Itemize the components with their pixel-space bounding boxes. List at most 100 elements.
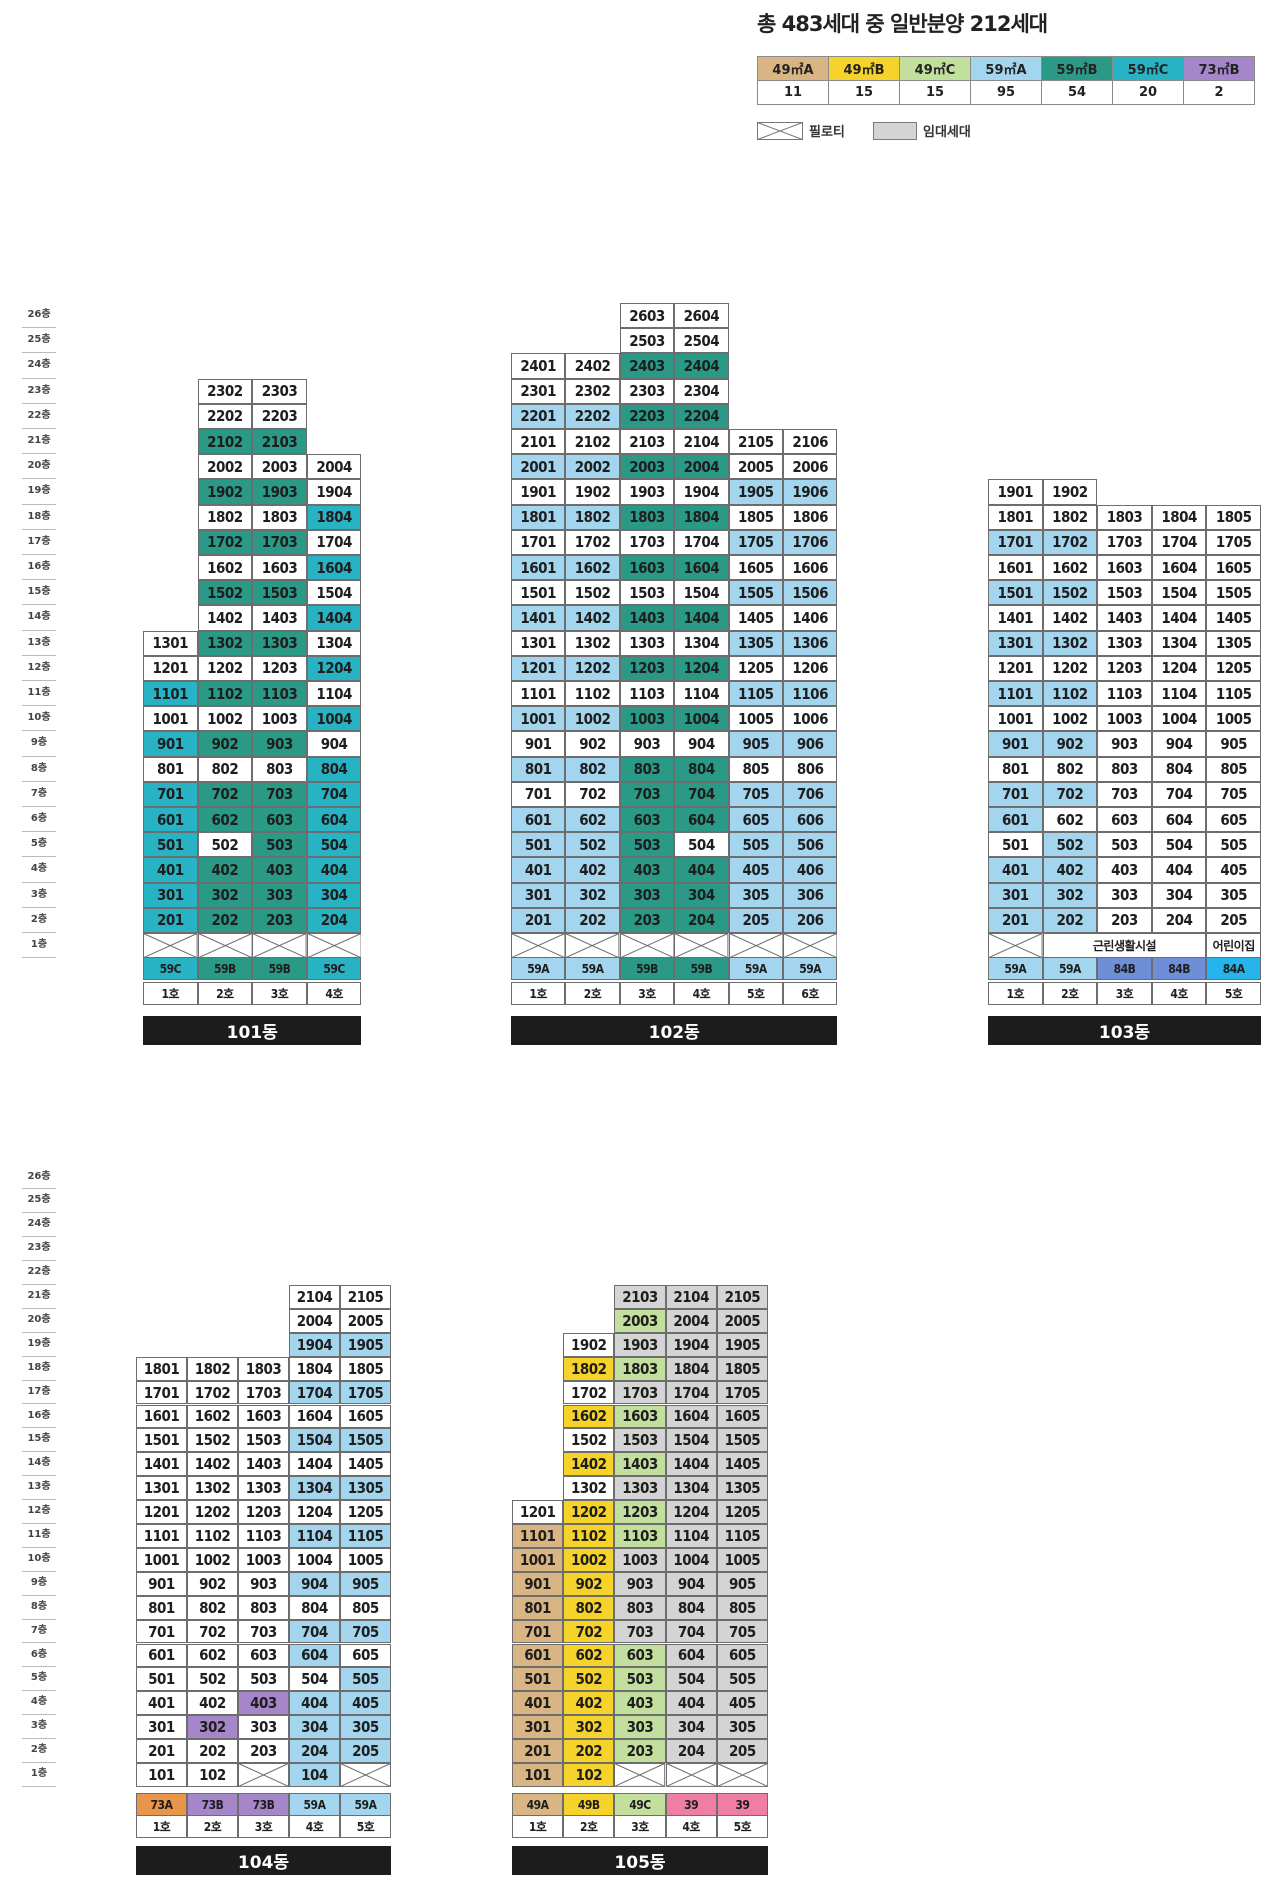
unit-cell: 304 (1151, 882, 1207, 908)
unit-cell: 504 (1151, 832, 1207, 858)
unit-cell: 904 (289, 1571, 340, 1596)
unit-cell: 2105 (716, 1285, 768, 1309)
unit-cell: 1403 (614, 1452, 666, 1477)
unit-cell: 1004 (306, 706, 362, 732)
ho-number: 4호 (1151, 982, 1207, 1005)
unit-cell: 903 (619, 731, 675, 757)
unit-cell: 403 (614, 1691, 666, 1716)
unit-cell: 1903 (614, 1332, 666, 1357)
unit-cell: 2004 (665, 1308, 717, 1333)
unit-cell: 702 (1042, 781, 1098, 807)
unit-cell: 502 (565, 832, 620, 858)
unit-cell: 1004 (674, 706, 729, 732)
floor-label: 1층 (22, 933, 56, 959)
unit-cell: 1603 (619, 555, 675, 581)
unit-cell: 1506 (783, 580, 838, 606)
unit-cell: 604 (1151, 807, 1207, 833)
unit-cell: 502 (197, 832, 253, 858)
unit-cell: 1804 (674, 504, 729, 530)
unit-cell: 501 (511, 832, 566, 858)
pilotis-icon (674, 933, 729, 959)
unit-cell: 2105 (340, 1285, 391, 1309)
unit-cell: 1503 (619, 580, 675, 606)
unit-cell: 2003 (614, 1308, 666, 1333)
unit-cell: 1401 (988, 605, 1043, 631)
legend-count-59c: 20 (1112, 80, 1184, 105)
unit-cell: 1103 (1097, 681, 1152, 707)
unit-cell: 903 (1097, 731, 1152, 757)
unit-cell: 1102 (187, 1524, 238, 1548)
unit-cell: 1405 (716, 1452, 768, 1477)
unit-cell: 1201 (512, 1500, 564, 1524)
unit-cell: 1703 (614, 1380, 666, 1405)
unit-cell: 1306 (783, 630, 838, 656)
legend-type-59b: 59㎡B (1041, 56, 1113, 81)
unit-cell: 1301 (511, 630, 566, 656)
unit-cell: 1104 (674, 681, 729, 707)
unit-cell: 502 (1042, 832, 1098, 858)
unit-cell: 1205 (1206, 655, 1261, 681)
unit-cell: 1001 (511, 706, 566, 732)
unit-cell: 601 (143, 807, 198, 833)
unit-cell: 1806 (783, 504, 838, 530)
unit-cell: 804 (289, 1595, 340, 1620)
unit-cell: 705 (728, 781, 783, 807)
unit-cell: 402 (1042, 857, 1098, 883)
unit-cell: 702 (565, 781, 620, 807)
unit-cell: 2105 (728, 429, 783, 455)
ho-number: 1호 (512, 1815, 564, 1838)
unit-cell: 605 (1206, 807, 1261, 833)
unit-cell: 504 (665, 1667, 717, 1692)
unit-cell: 1301 (143, 630, 198, 656)
unit-cell: 1605 (728, 555, 783, 581)
unit-cell: 704 (665, 1619, 717, 1644)
floor-label: 26층 (22, 303, 56, 329)
unit-cell: 301 (143, 882, 198, 908)
unit-cell: 1704 (674, 529, 729, 555)
unit-cell: 701 (136, 1619, 187, 1644)
pilotis-icon (565, 933, 620, 959)
unit-cell: 403 (1097, 857, 1152, 883)
unit-cell: 2402 (565, 353, 620, 379)
legend-count-59a: 95 (970, 80, 1042, 105)
unit-cell: 1001 (512, 1547, 564, 1572)
unit-cell: 406 (783, 857, 838, 883)
unit-cell: 801 (988, 756, 1043, 782)
unit-cell: 306 (783, 882, 838, 908)
unit-cell: 803 (252, 756, 307, 782)
unit-cell: 1601 (136, 1404, 187, 1429)
unit-cell: 2302 (565, 378, 620, 404)
unit-cell: 1505 (728, 580, 783, 606)
unit-cell: 1603 (614, 1404, 666, 1429)
unit-cell: 906 (783, 731, 838, 757)
unit-cell: 1002 (563, 1547, 615, 1572)
unit-cell: 1105 (728, 681, 783, 707)
unit-cell: 2401 (511, 353, 566, 379)
unit-cell: 1701 (136, 1380, 187, 1405)
unit-cell: 1702 (197, 529, 253, 555)
unit-cell: 403 (238, 1691, 289, 1716)
unit-cell: 1206 (783, 655, 838, 681)
pilotis-icon (143, 933, 198, 959)
unit-cell: 501 (143, 832, 198, 858)
rental-legend: 임대세대 (873, 121, 971, 140)
unit-cell: 1802 (565, 504, 620, 530)
unit-type-tag: 59A (783, 957, 838, 980)
unit-cell: 1101 (511, 681, 566, 707)
unit-cell: 1101 (512, 1524, 564, 1548)
unit-cell: 204 (674, 907, 729, 933)
unit-cell: 1505 (1206, 580, 1261, 606)
unit-cell: 1401 (511, 605, 566, 631)
unit-cell: 504 (306, 832, 362, 858)
unit-cell: 2106 (783, 429, 838, 455)
ho-number: 5호 (728, 982, 783, 1005)
unit-cell: 901 (143, 731, 198, 757)
unit-cell: 1502 (1042, 580, 1098, 606)
unit-cell: 2005 (728, 454, 783, 480)
unit-cell: 2103 (252, 429, 307, 455)
unit-cell: 504 (674, 832, 729, 858)
unit-cell: 2301 (511, 378, 566, 404)
unit-cell: 501 (512, 1667, 564, 1692)
unit-cell: 1604 (665, 1404, 717, 1429)
floor-label: 18층 (22, 505, 56, 530)
